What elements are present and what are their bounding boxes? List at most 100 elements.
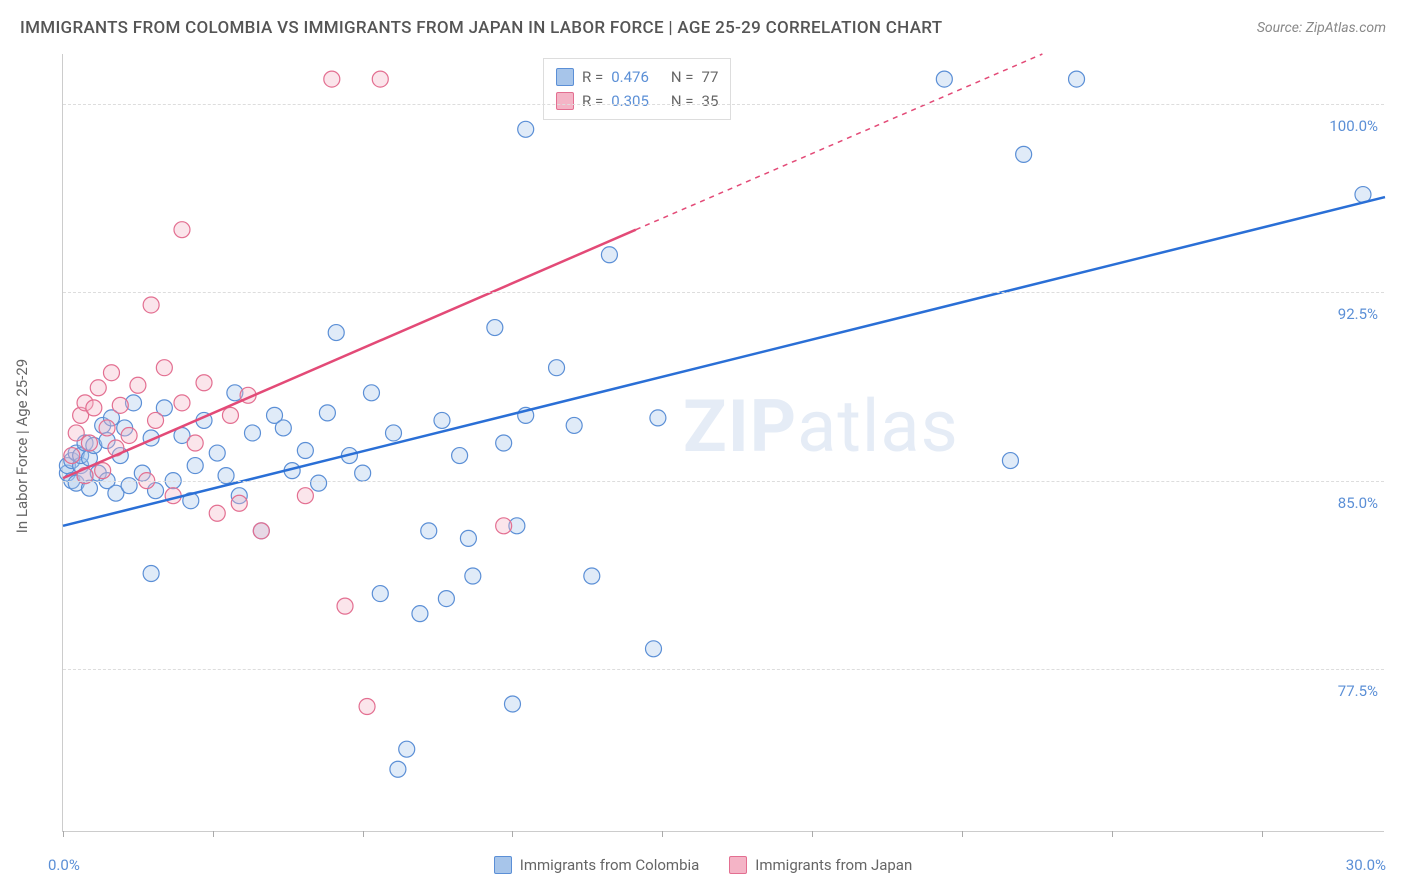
data-point-japan [165,488,181,504]
data-point-japan [222,407,238,423]
data-point-colombia [549,360,565,376]
gridline [63,292,1384,293]
data-point-colombia [496,435,512,451]
data-point-japan [64,448,80,464]
N-label: N = [671,89,694,113]
data-point-colombia [386,425,402,441]
y-tick-label: 92.5% [1338,305,1378,323]
data-point-japan [253,523,269,539]
data-point-colombia [297,443,313,459]
R-label: R = [582,65,603,89]
x-tick [662,831,663,837]
trend-line-japan [63,230,636,478]
data-point-colombia [244,425,260,441]
x-tick [63,831,64,837]
x-tick [512,831,513,837]
legend-item: Immigrants from Colombia [494,856,700,874]
y-tick-label: 100.0% [1329,117,1378,135]
data-point-japan [103,365,119,381]
data-point-japan [231,495,247,511]
data-point-colombia [1002,453,1018,469]
x-tick [213,831,214,837]
data-point-japan [148,412,164,428]
data-point-japan [174,222,190,238]
data-point-colombia [438,591,454,607]
data-point-japan [324,71,340,87]
legend-item: Immigrants from Japan [729,856,912,874]
data-point-colombia [311,475,327,491]
data-point-japan [143,297,159,313]
data-point-japan [99,420,115,436]
N-label: N = [671,65,694,89]
legend-row-colombia: R =0.476N =77 [556,65,718,89]
trend-line-colombia [63,197,1385,526]
data-point-colombia [645,641,661,657]
data-point-japan [68,425,84,441]
data-point-colombia [355,465,371,481]
R-value: 0.305 [611,89,649,113]
legend-label: Immigrants from Colombia [520,856,700,874]
x-tick [1262,831,1263,837]
data-point-colombia [487,320,503,336]
title-bar: IMMIGRANTS FROM COLOMBIA VS IMMIGRANTS F… [20,18,1386,38]
data-point-colombia [650,410,666,426]
gridline [63,481,1384,482]
legend-swatch [556,92,574,110]
data-point-japan [187,435,203,451]
data-point-japan [86,400,102,416]
data-point-japan [209,505,225,521]
data-point-japan [174,395,190,411]
data-point-colombia [601,247,617,263]
R-value: 0.476 [611,65,649,89]
N-value: 35 [702,89,719,113]
chart-svg [63,54,1384,831]
legend-swatch [494,856,512,874]
data-point-japan [372,71,388,87]
gridline [63,104,1384,105]
data-point-japan [121,427,137,443]
data-point-colombia [363,385,379,401]
x-axis-max-label: 30.0% [1346,856,1386,874]
R-label: R = [582,89,603,113]
x-tick [962,831,963,837]
data-point-japan [112,397,128,413]
y-tick-label: 85.0% [1338,494,1378,512]
legend-swatch [556,68,574,86]
source-label: Source: ZipAtlas.com [1257,20,1386,36]
x-tick [363,831,364,837]
data-point-colombia [584,568,600,584]
data-point-colombia [399,741,415,757]
data-point-colombia [504,696,520,712]
data-point-japan [81,435,97,451]
data-point-japan [156,360,172,376]
y-tick-label: 77.5% [1338,682,1378,700]
data-point-colombia [275,420,291,436]
data-point-colombia [936,71,952,87]
data-point-japan [130,377,146,393]
data-point-japan [496,518,512,534]
data-point-colombia [328,325,344,341]
chart-title: IMMIGRANTS FROM COLOMBIA VS IMMIGRANTS F… [20,18,942,38]
data-point-colombia [452,448,468,464]
data-point-colombia [421,523,437,539]
gridline [63,669,1384,670]
legend-swatch [729,856,747,874]
data-point-japan [196,375,212,391]
data-point-colombia [460,530,476,546]
data-point-colombia [434,412,450,428]
data-point-japan [337,598,353,614]
data-point-colombia [390,761,406,777]
legend-label: Immigrants from Japan [755,856,912,874]
data-point-japan [297,488,313,504]
data-point-colombia [143,566,159,582]
series-legend: Immigrants from Colombia Immigrants from … [0,856,1406,874]
x-axis-min-label: 0.0% [48,856,80,874]
correlation-legend: R =0.476N =77R =0.305N =35 [543,58,731,120]
data-point-colombia [518,121,534,137]
data-point-colombia [187,458,203,474]
legend-row-japan: R = 0.305 N = 35 [556,89,718,113]
y-axis-title: In Labor Force | Age 25-29 [13,359,31,533]
data-point-colombia [566,417,582,433]
data-point-colombia [372,586,388,602]
plot-area: ZIPatlas R =0.476N =77R =0.305N =35 77.5… [62,54,1384,832]
